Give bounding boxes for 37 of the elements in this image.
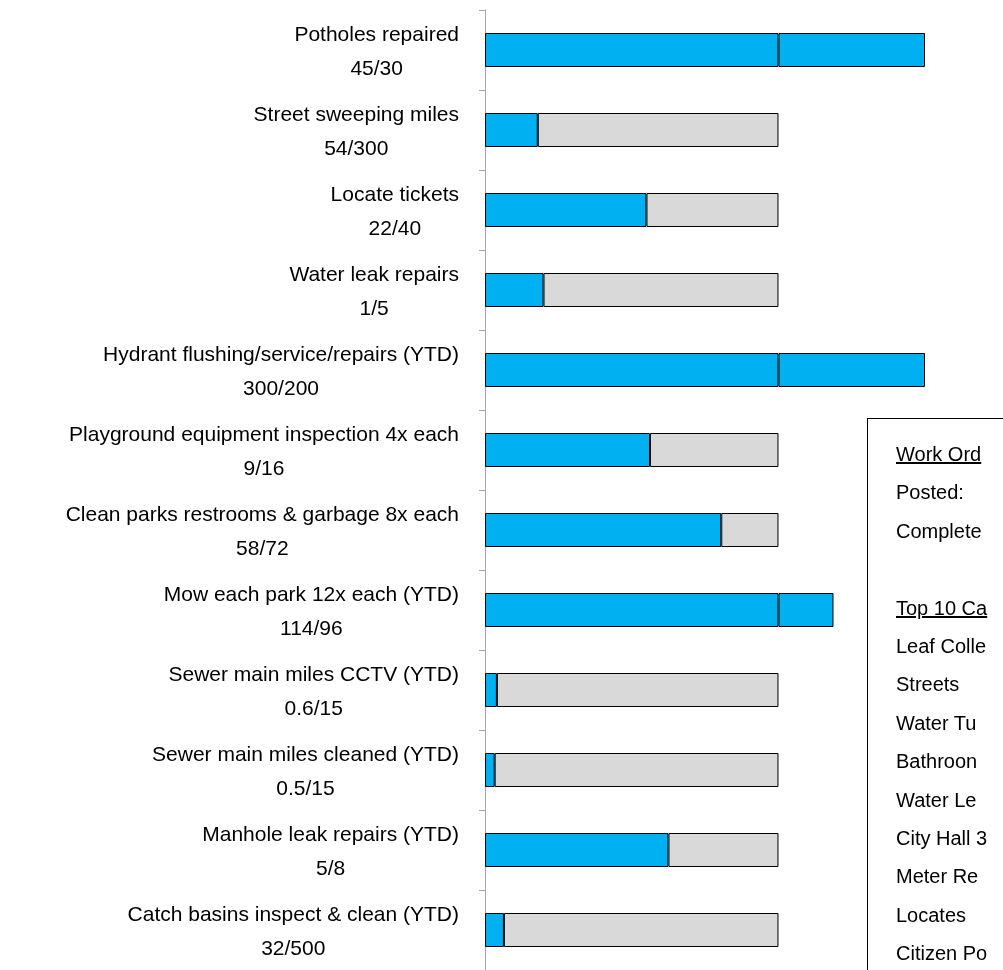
y-tick-label: Catch basins inspect & clean (YTD) [127, 901, 459, 925]
annotation: Water Le [896, 787, 977, 813]
y-tick-label: Potholes repaired [294, 21, 459, 45]
text: 9/16 [243, 455, 285, 479]
annotation: City Hall 3 [896, 826, 988, 851]
y-tick-label: Sewer main miles cleaned (YTD) [152, 741, 459, 765]
y-tick-label: Locate tickets [330, 181, 459, 205]
annotation: Top 10 Ca [896, 595, 988, 621]
annotation: Water Tu [896, 710, 977, 736]
y-tick-label: Street sweeping miles [253, 101, 459, 125]
text: 1/5 [359, 295, 389, 319]
annotation: Complete [896, 518, 982, 544]
annotation: Bathroon [896, 749, 978, 775]
y-tick-label: Sewer main miles CCTV (YTD) [168, 661, 459, 685]
annotation: Locates [896, 902, 967, 928]
text: 58/72 [236, 535, 289, 559]
annotation: Work Ord [896, 442, 982, 467]
y-tick-label: Clean parks restrooms & garbage 8x each [65, 501, 459, 525]
annotation: Meter Re [896, 864, 979, 890]
text: 5/8 [316, 855, 346, 879]
text: 54/300 [324, 135, 389, 159]
y-tick-label: Water leak repairs [289, 261, 459, 285]
text: 22/40 [368, 215, 422, 239]
text: 45/30 [350, 55, 403, 79]
text: 114/96 [280, 615, 343, 639]
y-tick-label: Playground equipment inspection 4x each [69, 421, 459, 445]
y-tick-label: Hydrant flushing/service/repairs (YTD) [103, 341, 459, 365]
y-tick-label: Mow each park 12x each (YTD) [163, 581, 459, 605]
annotation: Citizen Po [896, 941, 988, 967]
text: 300/200 [243, 375, 319, 399]
annotation: Streets [896, 672, 960, 698]
y-tick-label: Manhole leak repairs (YTD) [202, 821, 459, 845]
text: 32/500 [261, 935, 326, 959]
annotation: Posted: [896, 480, 964, 506]
text: 0.5/15 [276, 775, 335, 799]
annotation: Leaf Colle [896, 634, 987, 659]
text: 0.6/15 [284, 695, 343, 719]
